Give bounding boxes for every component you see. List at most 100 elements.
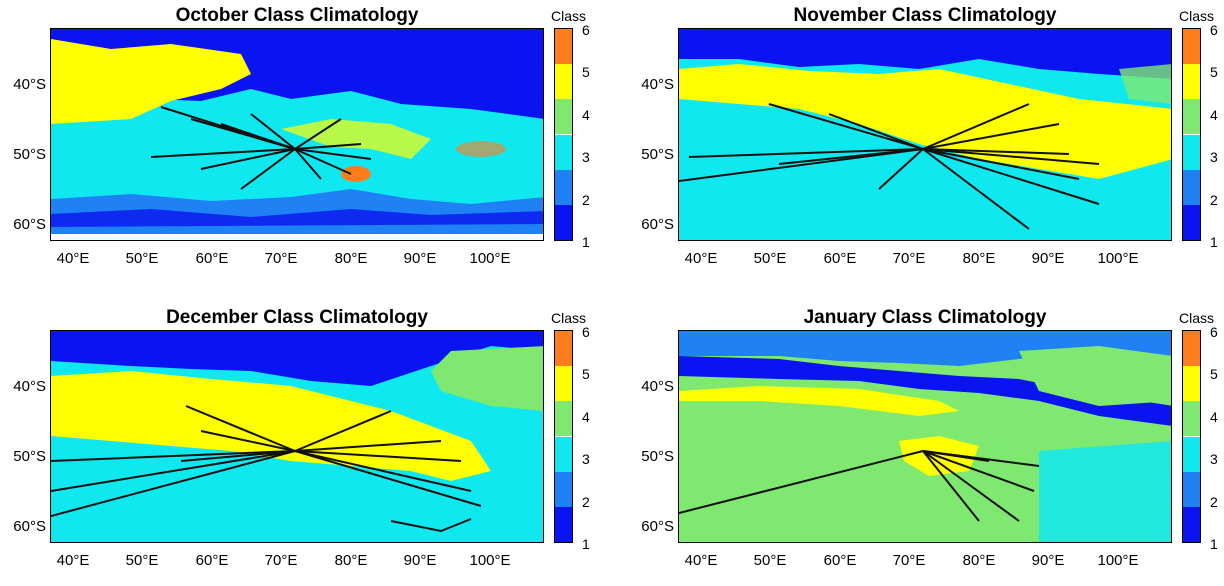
- track-line: [390, 518, 472, 533]
- colorbar-title: Class: [1179, 8, 1215, 24]
- track-line: [294, 450, 482, 507]
- colorbar-segment: [555, 471, 572, 507]
- colorbar-segment: [555, 29, 572, 65]
- track-line: [294, 440, 442, 452]
- storm-tracks: [51, 405, 482, 533]
- track-line: [240, 148, 296, 190]
- x-tick-label: 90°E: [1031, 552, 1065, 569]
- colorbar-tick: 2: [582, 494, 590, 510]
- x-tick-label: 50°E: [753, 552, 787, 569]
- panel-title: October Class Climatology: [175, 5, 419, 26]
- class-map: [50, 28, 544, 241]
- colorbar-segment: [555, 204, 572, 240]
- x-tick-label: 40°E: [56, 552, 90, 569]
- colorbar-title: Class: [551, 8, 587, 24]
- track-line: [220, 123, 296, 150]
- colorbar-tick: 3: [582, 451, 590, 467]
- colorbar-segment: [1183, 99, 1200, 135]
- colorbar-segment: [555, 169, 572, 205]
- track-line: [778, 148, 924, 165]
- track-line: [294, 118, 342, 150]
- track-line: [200, 148, 296, 170]
- panel-title: December Class Climatology: [166, 307, 428, 328]
- x-tick-label: 50°E: [125, 250, 159, 267]
- colorbar-segment: [1183, 331, 1200, 367]
- y-tick-label: 50°S: [13, 448, 46, 465]
- region-class-1: [51, 209, 543, 227]
- track-line: [922, 450, 990, 462]
- colorbar-tick: 5: [1210, 64, 1218, 80]
- y-tick-label: 60°S: [13, 518, 46, 535]
- region-class-6: [456, 141, 506, 157]
- track-line: [180, 450, 296, 462]
- colorbar-tick: 1: [1210, 536, 1218, 552]
- x-tick-label: 80°E: [962, 552, 996, 569]
- track-line: [922, 148, 1070, 155]
- colorbar-segment: [555, 401, 572, 437]
- track-line: [922, 103, 1030, 150]
- storm-tracks: [679, 103, 1100, 230]
- region-class-4: [1119, 64, 1171, 104]
- x-tick-label: 60°E: [823, 250, 857, 267]
- storm-tracks: [150, 106, 372, 190]
- panel-title: January Class Climatology: [803, 307, 1047, 328]
- x-tick-label: 70°E: [264, 250, 298, 267]
- y-tick-label: 40°S: [13, 76, 46, 93]
- region-class-1: [51, 331, 543, 386]
- x-tick-label: 40°E: [684, 250, 718, 267]
- track-line: [679, 148, 924, 182]
- region-class-5: [51, 39, 251, 124]
- x-tick-label: 70°E: [892, 250, 926, 267]
- colorbar-tick: 6: [582, 22, 590, 38]
- y-tick-label: 60°S: [641, 518, 674, 535]
- region-class-6: [341, 166, 371, 182]
- track-line: [51, 450, 296, 517]
- colorbar-segment: [555, 436, 572, 472]
- x-tick-label: 60°E: [195, 250, 229, 267]
- x-tick-label: 80°E: [334, 552, 368, 569]
- y-tick-label: 50°S: [641, 448, 674, 465]
- x-tick-label: 50°E: [753, 250, 787, 267]
- colorbar: [1182, 28, 1201, 241]
- class-map: [678, 28, 1172, 241]
- colorbar-segment: [555, 331, 572, 367]
- y-tick-label: 40°S: [641, 378, 674, 395]
- storm-tracks: [679, 450, 1040, 522]
- track-line: [679, 450, 924, 514]
- colorbar-segment: [1183, 436, 1200, 472]
- region-class-5: [679, 386, 959, 416]
- colorbar-segment: [1183, 134, 1200, 170]
- colorbar-tick: 4: [1210, 107, 1218, 123]
- panel-october: October Class Climatology: [0, 0, 612, 284]
- colorbar-tick: 3: [582, 149, 590, 165]
- colorbar-title: Class: [551, 310, 587, 326]
- track-line: [922, 123, 1060, 150]
- map-svg: [679, 29, 1171, 240]
- colorbar-tick: 5: [582, 366, 590, 382]
- colorbar-tick: 1: [582, 536, 590, 552]
- colorbar-tick: 4: [1210, 409, 1218, 425]
- colorbar-segment: [555, 366, 572, 402]
- track-line: [250, 113, 296, 150]
- x-tick-label: 80°E: [962, 250, 996, 267]
- x-tick-label: 50°E: [125, 552, 159, 569]
- track-line: [294, 450, 472, 492]
- colorbar-tick: 2: [1210, 192, 1218, 208]
- colorbar-tick: 6: [582, 324, 590, 340]
- panel-january: January Class Climatology 40°S 50°S 60°S…: [628, 302, 1224, 586]
- track-line: [294, 148, 322, 180]
- track-line: [688, 148, 924, 158]
- y-tick-label: 60°S: [13, 216, 46, 233]
- x-tick-label: 60°E: [823, 552, 857, 569]
- region-class-5: [281, 119, 431, 159]
- colorbar-tick: 5: [1210, 366, 1218, 382]
- y-tick-label: 40°S: [641, 76, 674, 93]
- colorbar-tick: 4: [582, 409, 590, 425]
- colorbar-title: Class: [1179, 310, 1215, 326]
- track-line: [294, 148, 372, 160]
- colorbar-segment: [1183, 471, 1200, 507]
- map-svg: [679, 331, 1171, 542]
- colorbar-tick: 6: [1210, 324, 1218, 340]
- colorbar-segment: [1183, 506, 1200, 542]
- region-class-3: [1039, 441, 1171, 542]
